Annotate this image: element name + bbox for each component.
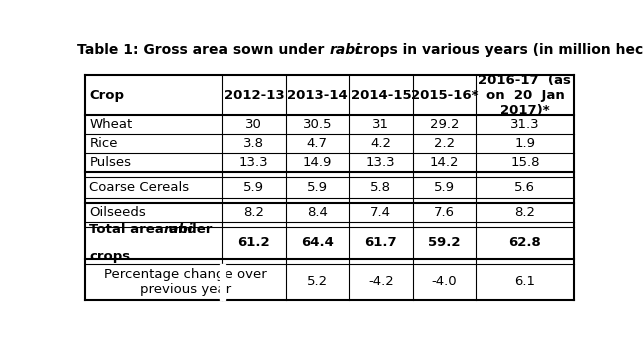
- Text: 5.9: 5.9: [307, 181, 328, 194]
- Text: 4.7: 4.7: [307, 137, 328, 150]
- Text: 64.4: 64.4: [301, 237, 334, 250]
- Text: 30.5: 30.5: [303, 118, 332, 131]
- Text: 31: 31: [372, 118, 389, 131]
- Text: 13.3: 13.3: [239, 156, 269, 169]
- Text: 61.2: 61.2: [237, 237, 270, 250]
- Text: 2016-17  (as
on  20  Jan
2017)*: 2016-17 (as on 20 Jan 2017)*: [478, 73, 572, 117]
- Text: 5.9: 5.9: [243, 181, 264, 194]
- Text: Crop: Crop: [89, 88, 124, 102]
- Text: 2014-15: 2014-15: [350, 88, 411, 102]
- Text: 29.2: 29.2: [430, 118, 459, 131]
- Text: 30: 30: [246, 118, 262, 131]
- Text: 5.9: 5.9: [434, 181, 455, 194]
- Text: Pulses: Pulses: [89, 156, 131, 169]
- Text: crops: crops: [89, 250, 131, 263]
- Text: 2015-16*: 2015-16*: [410, 88, 478, 102]
- Text: Coarse Cereals: Coarse Cereals: [89, 181, 190, 194]
- Text: 8.2: 8.2: [243, 206, 264, 219]
- Text: Rice: Rice: [89, 137, 118, 150]
- Bar: [220, 264, 224, 300]
- Text: 2.2: 2.2: [434, 137, 455, 150]
- Text: Oilseeds: Oilseeds: [89, 206, 146, 219]
- Text: 1.9: 1.9: [514, 137, 536, 150]
- Text: 5.2: 5.2: [307, 275, 328, 288]
- Text: rabi: rabi: [330, 42, 361, 56]
- Text: Wheat: Wheat: [89, 118, 132, 131]
- Text: 8.4: 8.4: [307, 206, 328, 219]
- Text: 8.2: 8.2: [514, 206, 536, 219]
- Text: 7.6: 7.6: [434, 206, 455, 219]
- Text: 14.2: 14.2: [430, 156, 459, 169]
- Text: Table 1: Gross area sown under: Table 1: Gross area sown under: [77, 42, 330, 56]
- Text: -4.0: -4.0: [431, 275, 457, 288]
- Text: Percentage change over
previous year: Percentage change over previous year: [104, 268, 267, 296]
- Text: crops in various years (in million hectares): crops in various years (in million hecta…: [350, 42, 643, 56]
- Text: 2012-13: 2012-13: [224, 88, 284, 102]
- Text: 2013-14: 2013-14: [287, 88, 348, 102]
- Text: 4.2: 4.2: [370, 137, 392, 150]
- Text: 15.8: 15.8: [510, 156, 539, 169]
- Text: 3.8: 3.8: [243, 137, 264, 150]
- Text: 5.8: 5.8: [370, 181, 392, 194]
- Text: 5.6: 5.6: [514, 181, 536, 194]
- Text: 6.1: 6.1: [514, 275, 536, 288]
- Text: 59.2: 59.2: [428, 237, 460, 250]
- Text: 14.9: 14.9: [303, 156, 332, 169]
- Text: 62.8: 62.8: [509, 237, 541, 250]
- Text: 13.3: 13.3: [366, 156, 395, 169]
- Text: 31.3: 31.3: [510, 118, 539, 131]
- Text: 7.4: 7.4: [370, 206, 392, 219]
- Text: -4.2: -4.2: [368, 275, 394, 288]
- Text: rabi: rabi: [164, 223, 194, 236]
- Text: Total area under: Total area under: [89, 223, 217, 236]
- Text: 61.7: 61.7: [365, 237, 397, 250]
